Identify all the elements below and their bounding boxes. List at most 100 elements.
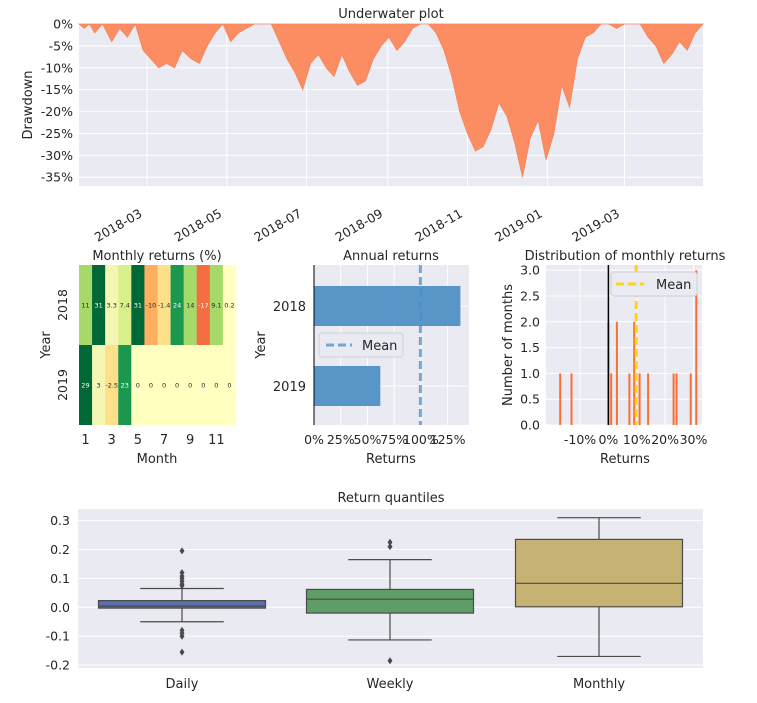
heatmap-cell [131,345,145,425]
underwater-x-ticks: 2018-03 2018-05 2018-07 2018-09 2018-11 2019-… [92,206,622,245]
quantiles-y-tick-label: 0.3 [50,513,70,528]
heatmap-cell-label: 0 [201,382,205,390]
annual-returns-x-ticks: 0% 25%50%75%100%125% [304,432,466,447]
annual-returns-x-tick-label: 50% [354,432,382,447]
heatmap-cell-label: -1.4 [158,302,171,310]
heatmap-cell [118,265,132,345]
underwater-y-tick-label: -5% [49,38,73,53]
distribution-y-tick-label: 1.5 [520,340,540,355]
heatmap-cell-label: 0.2 [224,302,234,310]
distribution-y-tick-label: 0.0 [520,418,540,433]
underwater-y-tick-label: -15% [41,82,73,97]
heatmap-year-ticks: 2018 2019 [55,289,70,401]
distribution-y-tick-label: 1.0 [520,366,540,381]
quantiles-outlier-point [179,648,185,656]
distribution-bar [638,373,641,425]
distribution-legend: Mean [610,271,698,297]
heatmap-cell [79,265,93,345]
annual-returns-chart: Mean Annual returns Returns Year 2018201… [254,249,469,467]
underwater-y-tick-label: 0% [53,17,73,32]
heatmap-cell [144,345,158,425]
annual-returns-x-tick-label: 75% [380,432,408,447]
distribution-x-tick-label: 0% [598,432,618,447]
underwater-y-tick-label: -30% [41,148,73,163]
distribution-x-tick-label: 10% [623,432,651,447]
underwater-x-tick-label: 2018-09 [332,206,385,245]
annual-returns-x-tick-label: 25% [327,432,355,447]
heatmap-cell [183,345,198,425]
distribution-x-tick-label: 20% [651,432,679,447]
heatmap-cell-label: 0 [214,382,218,390]
underwater-x-tick-label: 2018-03 [92,206,145,245]
underwater-y-tick-label: -10% [41,60,73,75]
annual-returns-legend: Mean [318,332,404,358]
annual-returns-year-ticks: 2018 2019 [273,300,306,395]
quantiles-outlier-point [387,657,393,665]
heatmap-month-label: 9 [186,433,194,448]
heatmap-cell-label: 31 [134,302,142,310]
heatmap-cell [144,265,158,345]
heatmap-month-label: 1 [81,433,89,448]
distribution-bar [633,321,636,425]
quantiles-outlier-point [179,632,185,640]
heatmap-cell-label: -10 [146,302,157,310]
return-quantiles-chart: Return quantiles 0.3 0.2 0.1 0.0 -0.1 -0.2 Da… [46,491,703,692]
heatmap-cell-label: 0 [162,382,166,390]
underwater-y-tick-label: -20% [41,104,73,119]
distribution-bar [672,373,675,425]
heatmap-cell [222,345,237,425]
monthly-returns-distribution: Mean Distribution of monthly returns Ret… [501,249,726,467]
distribution-bar [615,321,618,425]
distribution-bar [570,373,573,425]
legend-box [610,271,698,297]
quantiles-outlier-point [387,543,393,551]
distribution-bar [647,373,650,425]
quantiles-outlier-point [179,547,185,555]
underwater-drawdown-area [77,23,704,178]
distribution-x-ticks: -10% 0% 10% 20% 30% [564,432,708,447]
distribution-bar [559,373,562,425]
heatmap-year-label: 2018 [55,289,70,321]
quantiles-box [305,588,475,614]
heatmap-cell [105,345,119,425]
annual-returns-y-axis-label: Year [254,331,269,360]
quantiles-y-tick-label: 0.1 [50,571,70,586]
heatmap-cell [79,345,93,425]
underwater-x-tick-label: 2019-03 [569,206,622,245]
legend-box [318,332,404,358]
annual-returns-x-axis-label: Returns [366,452,416,467]
heatmap-cell [157,265,171,345]
heatmap-month-label: 7 [160,433,168,448]
underwater-y-axis-label: Drawdown [21,70,36,139]
quantiles-box [97,599,267,609]
annual-returns-bars [314,286,461,406]
heatmap-cell [118,345,132,425]
heatmap-cells: 11 31 3.3 7.4 31 -10 -1.4 24 14 -17 9.1 0.2 29 3 -2.5 2… [79,265,237,425]
distribution-y-tick-label: 2.5 [520,288,540,303]
annual-returns-x-tick-label: 0% [304,432,324,447]
quantiles-category-label: Weekly [367,677,414,692]
heatmap-y-axis-label: Year [39,331,54,360]
heatmap-cell-label: 3.3 [107,302,117,310]
distribution-bar [675,373,678,425]
heatmap-cell [170,265,184,345]
heatmap-cell-label: -2.5 [105,382,118,390]
heatmap-cell-label: 0 [175,382,179,390]
underwater-x-tick-label: 2018-07 [251,206,304,245]
heatmap-cell-label: -17 [198,302,209,310]
annual-returns-bar [314,286,461,326]
quantiles-outlier-point [387,538,393,546]
quantiles-category-label: Monthly [573,677,625,692]
quantiles-y-ticks: 0.3 0.2 0.1 0.0 -0.1 -0.2 [46,513,70,673]
heatmap-cell-label: 23 [121,382,129,390]
heatmap-month-label: 5 [134,433,142,448]
heatmap-month-ticks: 1 3 5 7 9 11 [81,433,224,448]
heatmap-cell-label: 11 [81,302,89,310]
underwater-plot-title: Underwater plot [338,7,443,22]
heatmap-cell-label: 24 [173,302,181,310]
annual-returns-year-label: 2019 [273,380,306,395]
underwater-x-tick-label: 2018-05 [172,206,225,245]
underwater-y-ticks: 0% -5% -10% -15% -20% -25% -30% -35% [41,17,73,185]
